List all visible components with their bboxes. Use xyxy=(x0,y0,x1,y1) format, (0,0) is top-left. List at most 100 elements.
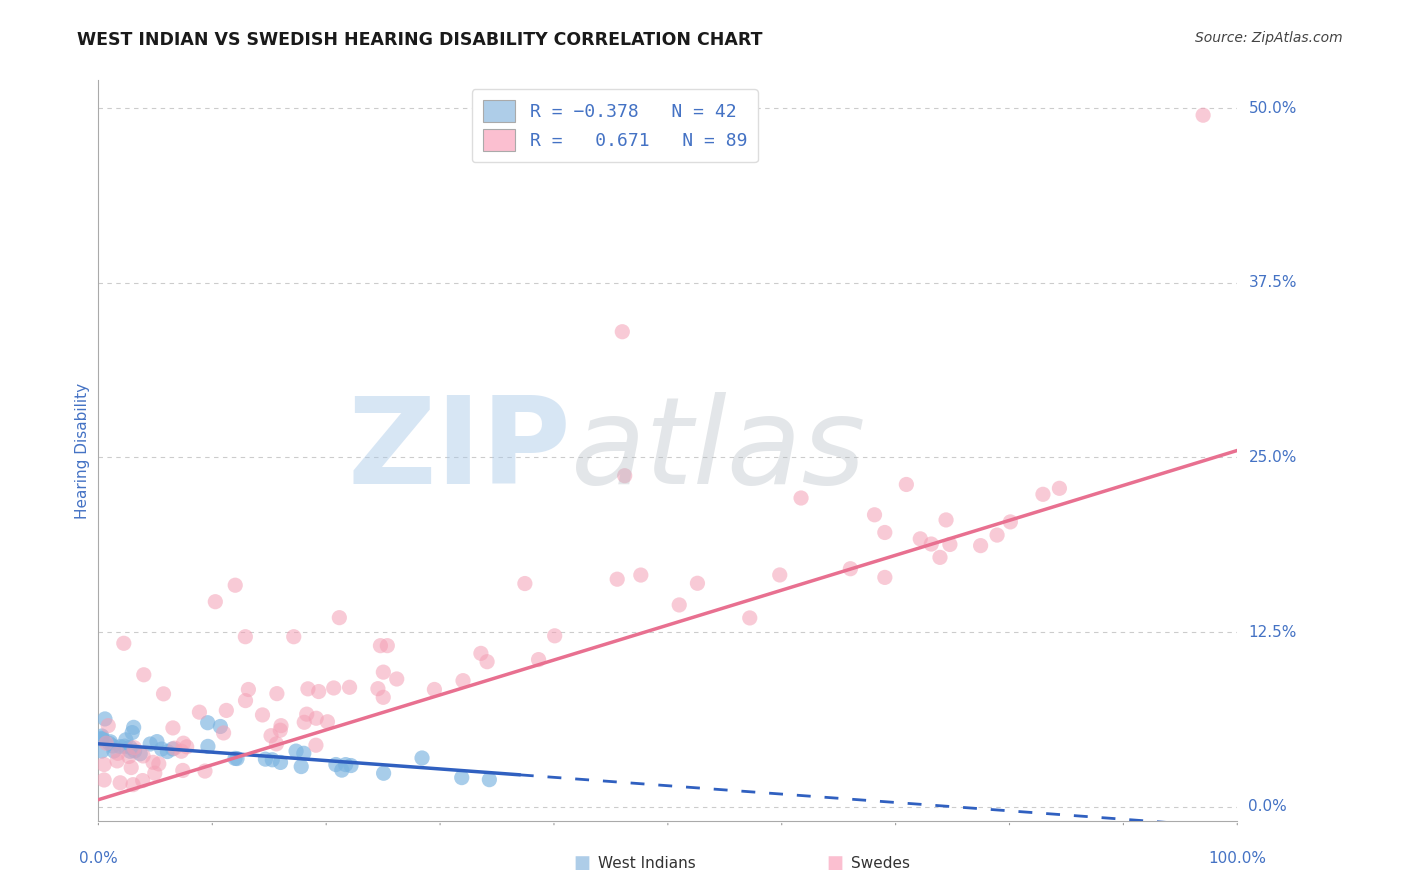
Point xyxy=(283,630,305,644)
Point xyxy=(124,744,146,758)
Point xyxy=(107,747,129,761)
Point xyxy=(209,719,232,733)
Point xyxy=(451,673,474,688)
Legend: R = −0.378   N = 42, R =   0.671   N = 89: R = −0.378 N = 42, R = 0.671 N = 89 xyxy=(472,89,758,162)
Point xyxy=(188,705,211,719)
Point xyxy=(373,766,395,780)
Point xyxy=(297,681,319,696)
Point xyxy=(204,595,226,609)
Point xyxy=(266,737,288,751)
Point xyxy=(114,732,136,747)
Point xyxy=(90,729,112,743)
Point xyxy=(370,639,392,653)
Point xyxy=(269,723,291,738)
Text: 12.5%: 12.5% xyxy=(1249,624,1296,640)
Point xyxy=(121,725,143,739)
Point xyxy=(254,752,277,766)
Point xyxy=(373,665,395,680)
Point xyxy=(385,672,408,686)
Point xyxy=(411,751,433,765)
Point xyxy=(340,758,363,772)
Point xyxy=(910,532,932,546)
Point xyxy=(295,707,318,722)
Text: Source: ZipAtlas.com: Source: ZipAtlas.com xyxy=(1195,31,1343,45)
Point xyxy=(450,771,472,785)
Point xyxy=(96,736,118,750)
Point xyxy=(122,740,145,755)
Point xyxy=(322,681,344,695)
Point xyxy=(172,764,194,778)
Point xyxy=(176,739,198,754)
Point xyxy=(285,744,308,758)
Point xyxy=(197,739,219,754)
Point xyxy=(172,736,194,750)
Point xyxy=(224,578,246,592)
Point xyxy=(252,707,274,722)
Point xyxy=(873,570,896,584)
Point xyxy=(90,744,112,758)
Point xyxy=(270,719,292,733)
Point xyxy=(290,759,312,773)
Text: ■: ■ xyxy=(574,855,591,872)
Point xyxy=(475,655,498,669)
Point xyxy=(986,528,1008,542)
Point xyxy=(170,744,193,758)
Point xyxy=(790,491,813,505)
Point xyxy=(935,513,957,527)
Point xyxy=(122,720,145,734)
Point xyxy=(148,756,170,771)
Point xyxy=(260,729,283,743)
Point xyxy=(292,715,315,730)
Point xyxy=(143,766,166,780)
Text: atlas: atlas xyxy=(571,392,866,509)
Text: ZIP: ZIP xyxy=(347,392,571,509)
Text: 50.0%: 50.0% xyxy=(1249,101,1296,116)
Text: 25.0%: 25.0% xyxy=(1249,450,1296,465)
Point xyxy=(305,738,328,752)
Point xyxy=(120,744,142,758)
Point xyxy=(142,756,165,770)
Point xyxy=(325,757,347,772)
Point xyxy=(1192,108,1215,122)
Point xyxy=(120,760,142,774)
Point xyxy=(93,757,115,772)
Point xyxy=(330,763,353,777)
Point xyxy=(215,703,238,717)
Point xyxy=(292,747,315,761)
Point xyxy=(131,773,153,788)
Point xyxy=(606,572,628,586)
Point xyxy=(98,735,121,749)
Point xyxy=(423,682,446,697)
Point xyxy=(226,751,249,765)
Point xyxy=(91,732,114,747)
Point xyxy=(308,684,330,698)
Point xyxy=(873,525,896,540)
Point xyxy=(375,639,398,653)
Point xyxy=(478,772,501,787)
Point xyxy=(235,630,257,644)
Text: 0.0%: 0.0% xyxy=(79,851,118,866)
Point xyxy=(212,726,235,740)
Point xyxy=(162,742,184,756)
Point xyxy=(152,687,174,701)
Point xyxy=(93,772,115,787)
Text: 0.0%: 0.0% xyxy=(1249,799,1286,814)
Point xyxy=(839,562,862,576)
Point xyxy=(373,690,395,705)
Point xyxy=(114,739,136,754)
Point xyxy=(527,652,550,666)
Point xyxy=(103,744,125,758)
Point xyxy=(613,468,636,483)
Point xyxy=(339,680,361,694)
Point xyxy=(328,610,350,624)
Point xyxy=(316,714,339,729)
Point xyxy=(668,598,690,612)
Point xyxy=(122,778,145,792)
Point xyxy=(863,508,886,522)
Point xyxy=(969,539,991,553)
Point xyxy=(118,740,141,755)
Point xyxy=(305,711,328,725)
Point xyxy=(94,712,117,726)
Point xyxy=(98,736,121,750)
Text: 37.5%: 37.5% xyxy=(1249,276,1296,290)
